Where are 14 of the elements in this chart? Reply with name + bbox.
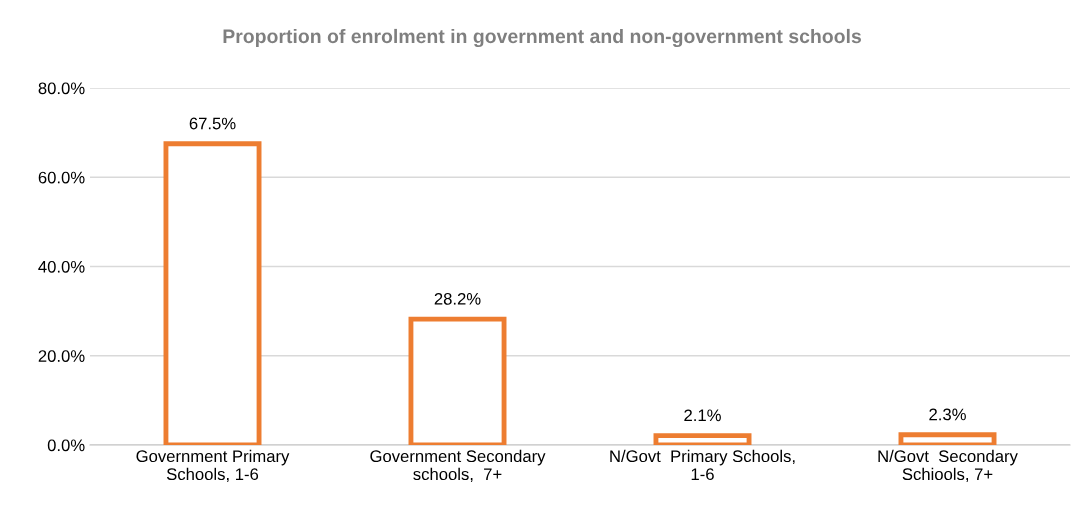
y-tick-label: 0.0% — [47, 439, 85, 452]
y-tick-label: 40.0% — [38, 260, 85, 273]
x-tick-label: Government Secondary schools, 7+ — [370, 449, 546, 483]
data-label: 2.1% — [684, 409, 721, 422]
x-tick-label: Government Primary Schools, 1-6 — [136, 449, 290, 483]
data-label: 67.5% — [189, 117, 236, 130]
y-tick-label: 20.0% — [38, 350, 85, 362]
data-label: 28.2% — [434, 292, 481, 305]
x-tick-label: N/Govt Primary Schools, 1-6 — [610, 449, 795, 481]
x-tick-label: N/Govt Secondary Schiools, 7+ — [878, 449, 1018, 483]
y-tick-label: 80.0% — [38, 82, 85, 95]
y-tick-label: 60.0% — [38, 171, 85, 184]
chart-title: Proportion of enrolment in government and non-government schools — [223, 28, 861, 48]
data-label: 2.3% — [929, 408, 966, 421]
